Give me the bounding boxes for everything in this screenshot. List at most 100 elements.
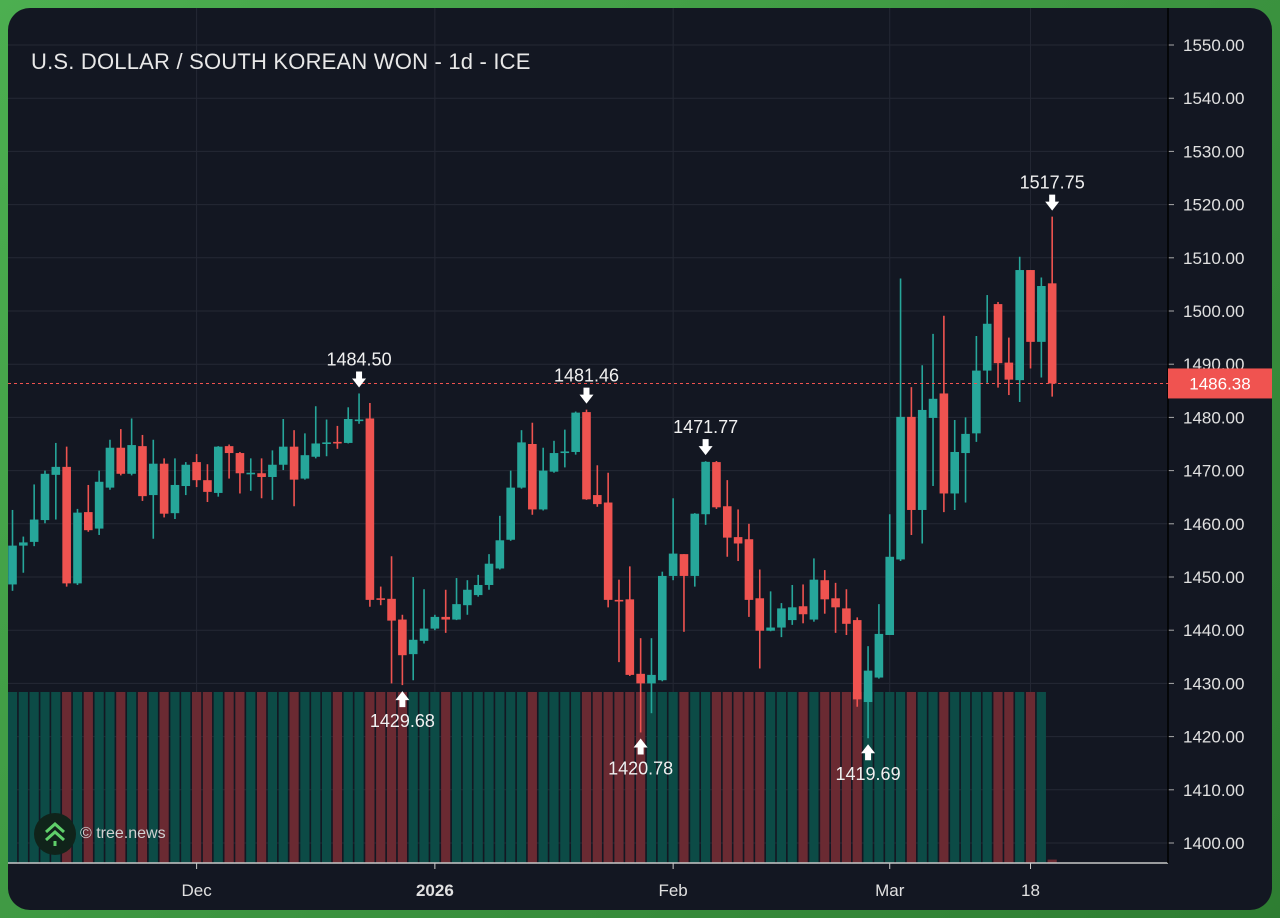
candle-body xyxy=(40,473,50,521)
volume-bar xyxy=(928,692,938,863)
candle-body xyxy=(1037,285,1046,342)
candle-body xyxy=(798,606,808,615)
volume-bar xyxy=(560,692,570,863)
candle-body xyxy=(257,473,266,477)
candle xyxy=(51,442,61,520)
candle-body xyxy=(398,619,407,656)
candle-body xyxy=(668,553,678,576)
volume-bar xyxy=(451,692,462,863)
candle xyxy=(116,429,126,476)
candle xyxy=(84,484,93,532)
candle-body xyxy=(831,598,840,608)
candle-body xyxy=(235,453,245,474)
candle-body xyxy=(84,512,93,531)
high-annotation: 1517.75 xyxy=(1020,173,1085,211)
candle-body xyxy=(896,416,905,560)
candle xyxy=(62,446,71,587)
volume-bar xyxy=(354,692,364,863)
candle xyxy=(787,584,797,625)
candle xyxy=(701,461,710,525)
candle xyxy=(907,387,916,535)
candlestick-chart[interactable]: 1400.00 1410.00 1420.00 1430.00 1440.00 1450.… xyxy=(8,8,1272,910)
watermark-text: © tree.news xyxy=(80,825,166,842)
volume-bar xyxy=(408,692,418,863)
volume-bar xyxy=(527,692,537,863)
volume-bar xyxy=(51,692,61,863)
volume-bar xyxy=(386,692,397,863)
volume-bar xyxy=(321,692,332,863)
volume-bar xyxy=(701,692,711,863)
volume-bar xyxy=(668,692,678,863)
volume-bar xyxy=(332,692,342,863)
y-tick-label: 1540.00 xyxy=(1183,89,1244,108)
candle xyxy=(777,603,786,638)
candle xyxy=(192,454,201,488)
volume-bar xyxy=(181,692,191,863)
arrow-down-icon xyxy=(1045,194,1060,211)
low-annotation: 1420.78 xyxy=(608,738,673,778)
volume-bar xyxy=(906,692,916,863)
volume-bar xyxy=(852,692,862,863)
candle-body xyxy=(224,446,234,454)
candle-body xyxy=(94,481,104,529)
candle xyxy=(452,578,461,621)
candle-body xyxy=(549,453,559,472)
volume-bar xyxy=(895,692,906,863)
candle-body xyxy=(311,443,321,457)
y-tick-label: 1550.00 xyxy=(1183,36,1244,55)
x-tick-label: Mar xyxy=(875,881,905,900)
volume-bar xyxy=(592,692,602,863)
candle-body xyxy=(1026,270,1035,342)
chart-title: U.S. DOLLAR / SOUTH KOREAN WON - 1d - IC… xyxy=(31,49,531,74)
y-tick-label: 1510.00 xyxy=(1183,249,1244,268)
candle-body xyxy=(679,554,689,576)
volume-bar xyxy=(1036,692,1046,863)
low-label: 1419.69 xyxy=(836,764,901,784)
volume-bar xyxy=(646,692,657,863)
candle xyxy=(463,580,472,615)
current-price-tag xyxy=(1168,368,1272,399)
watermark: © tree.news xyxy=(34,813,166,855)
candle xyxy=(972,336,981,442)
chart-panel: 1400.00 1410.00 1420.00 1430.00 1440.00 1450.… xyxy=(8,8,1272,910)
candle-body xyxy=(636,673,645,684)
volume-bar xyxy=(148,692,158,863)
candle xyxy=(408,577,418,681)
volume-bar xyxy=(484,692,494,863)
candle-body xyxy=(148,463,158,496)
volume-bar xyxy=(40,692,50,863)
candle xyxy=(246,458,256,491)
candle-body xyxy=(982,323,992,371)
candle-body xyxy=(116,447,126,474)
candle xyxy=(322,419,331,457)
candle-body xyxy=(917,409,927,510)
volume-bar xyxy=(1025,692,1036,863)
candle-body xyxy=(538,470,548,510)
candle-body xyxy=(138,446,147,497)
candle xyxy=(961,417,970,503)
candle xyxy=(441,589,450,633)
volume-bar xyxy=(430,692,440,863)
volume-bar xyxy=(159,692,169,863)
candle-body xyxy=(907,416,916,510)
candle xyxy=(917,365,927,544)
candle-body xyxy=(51,466,61,475)
volume-bar xyxy=(787,692,797,863)
low-label: 1429.68 xyxy=(370,711,435,731)
volume-bar xyxy=(94,692,104,863)
candle-body xyxy=(484,563,494,585)
volume-bar xyxy=(311,692,321,863)
y-tick-label: 1440.00 xyxy=(1183,621,1244,640)
candle xyxy=(603,472,613,608)
candle xyxy=(1004,337,1014,396)
volume-bar xyxy=(376,692,386,863)
volume-bar xyxy=(256,692,267,863)
candle-body xyxy=(127,445,136,474)
volume-bar xyxy=(798,692,808,863)
candle-body xyxy=(874,633,884,678)
candle xyxy=(419,589,429,644)
candle xyxy=(874,604,884,679)
high-label: 1471.77 xyxy=(673,417,738,437)
candle-body xyxy=(408,639,418,655)
candle-body xyxy=(614,599,624,602)
